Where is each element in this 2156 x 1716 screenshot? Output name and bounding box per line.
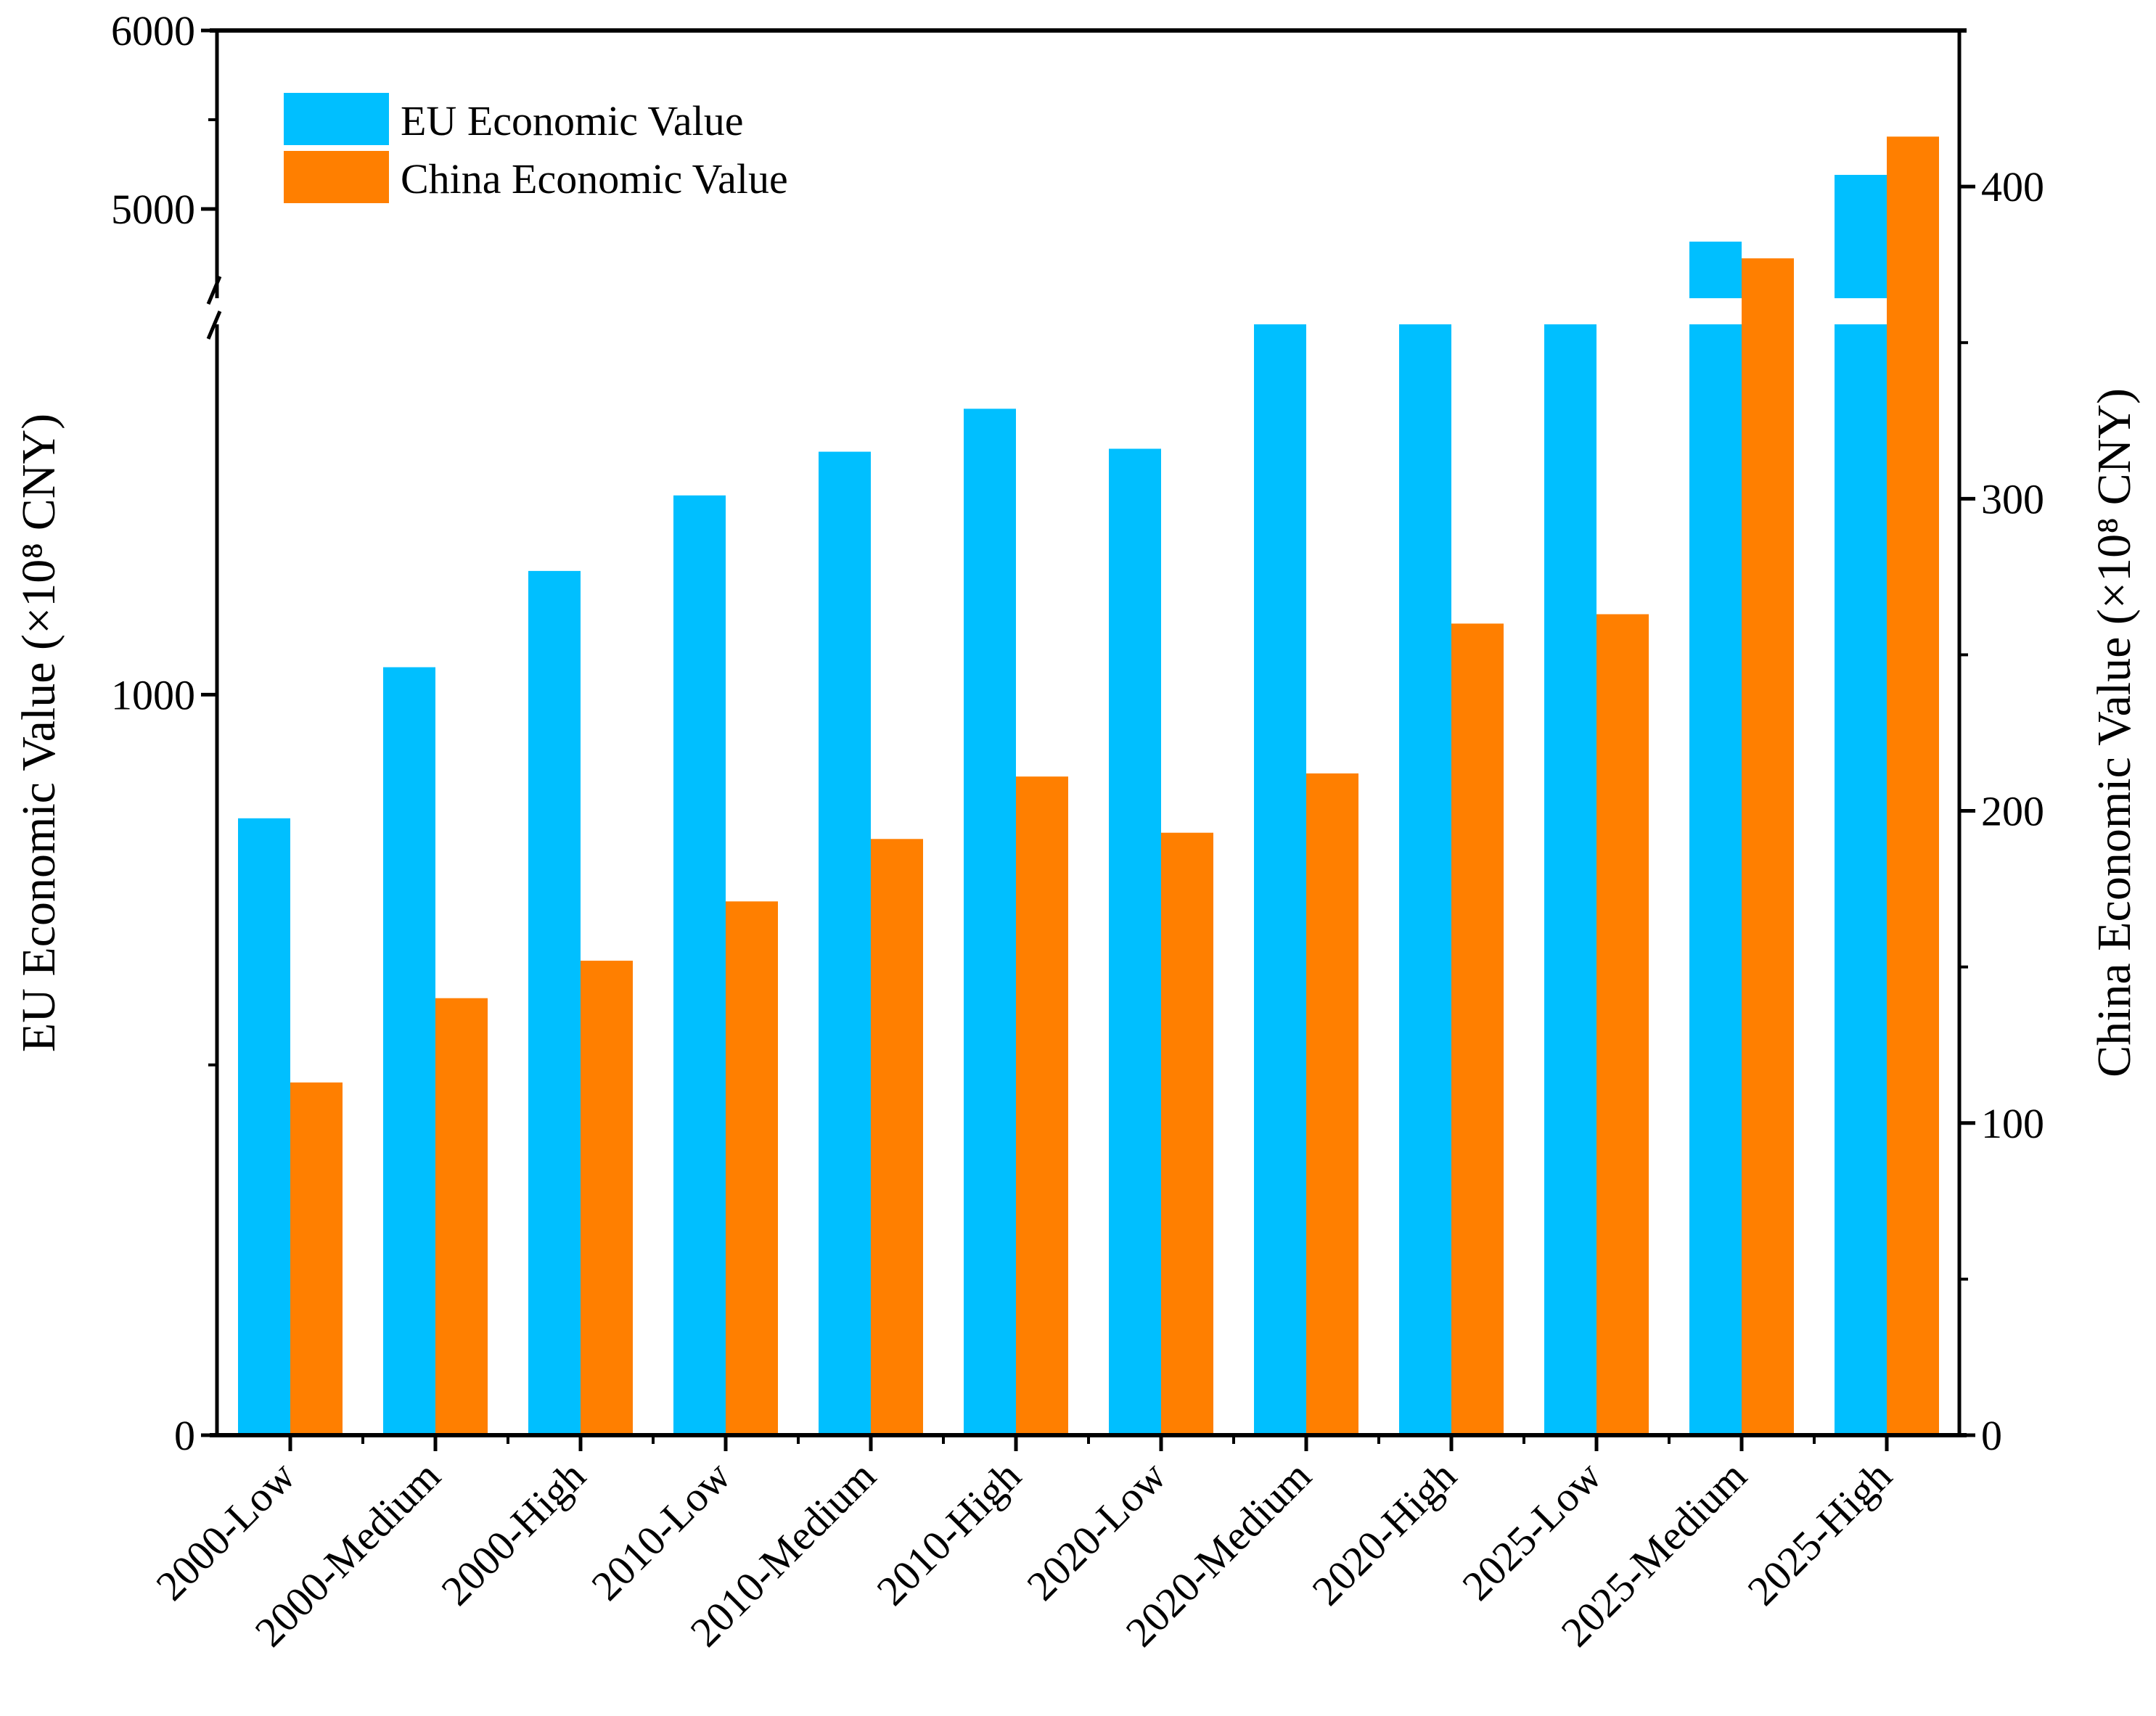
bar-eu — [673, 495, 726, 1436]
bar-eu — [1689, 324, 1742, 1435]
x-tick-label: 2025-Low — [1453, 1452, 1610, 1609]
x-tick-label: 2020-Low — [1017, 1452, 1175, 1609]
bar-china — [1306, 773, 1358, 1435]
bar-eu — [819, 451, 871, 1435]
bar-eu — [1544, 324, 1596, 1435]
legend-swatch-eu — [284, 93, 389, 145]
right-tick-label: 300 — [1981, 475, 2044, 522]
bar-china — [871, 839, 923, 1435]
bar-china — [1742, 258, 1794, 1435]
right-tick-label: 200 — [1981, 788, 2044, 835]
x-tick-label: 2010-High — [868, 1452, 1030, 1614]
bar-eu — [1399, 324, 1451, 1435]
right-tick-label: 100 — [1981, 1100, 2044, 1147]
bar-china — [1596, 614, 1649, 1435]
right-tick-label: 0 — [1981, 1412, 2002, 1459]
bars-layer — [238, 136, 1939, 1436]
bar-eu — [528, 570, 581, 1435]
bar-china — [581, 961, 633, 1435]
bar-eu — [383, 667, 435, 1436]
left-tick-label: 0 — [174, 1412, 195, 1459]
axis-break-mark — [206, 276, 222, 305]
bar-eu-upper — [1689, 242, 1742, 298]
left-tick-label: 5000 — [111, 186, 195, 233]
bar-china — [435, 998, 488, 1435]
x-tick-label: 2025-High — [1739, 1452, 1901, 1614]
bar-china — [1016, 776, 1068, 1435]
legend-label-eu: EU Economic Value — [401, 97, 743, 144]
left-axis-title: EU Economic Value (×10⁸ CNY) — [12, 414, 65, 1052]
left-tick-label: 1000 — [111, 671, 195, 718]
axis-break-mark — [206, 311, 222, 340]
legend-label-china: China Economic Value — [401, 155, 788, 202]
bar-china — [290, 1082, 343, 1435]
left-tick-label: 6000 — [111, 7, 195, 54]
legend-swatch-china — [284, 151, 389, 203]
right-axis-title: China Economic Value (×10⁸ CNY) — [2088, 388, 2141, 1077]
x-tick-label: 2020-High — [1303, 1452, 1466, 1614]
bar-eu — [1109, 448, 1161, 1436]
right-tick-label: 400 — [1981, 163, 2044, 210]
x-tick-label: 2000-High — [433, 1452, 595, 1614]
bar-eu — [1254, 324, 1306, 1435]
bar-china — [1161, 832, 1213, 1435]
x-tick-label: 2000-Low — [147, 1452, 304, 1609]
x-tick-label: 2010-Low — [582, 1452, 739, 1609]
bar-china — [1887, 136, 1939, 1436]
bar-china — [726, 901, 778, 1435]
legend: EU Economic Value China Economic Value — [284, 93, 788, 203]
bar-china — [1451, 623, 1504, 1435]
bar-eu — [1835, 324, 1887, 1435]
bar-eu-upper — [1835, 175, 1887, 298]
bar-eu — [964, 409, 1016, 1436]
bar-eu — [238, 818, 290, 1435]
